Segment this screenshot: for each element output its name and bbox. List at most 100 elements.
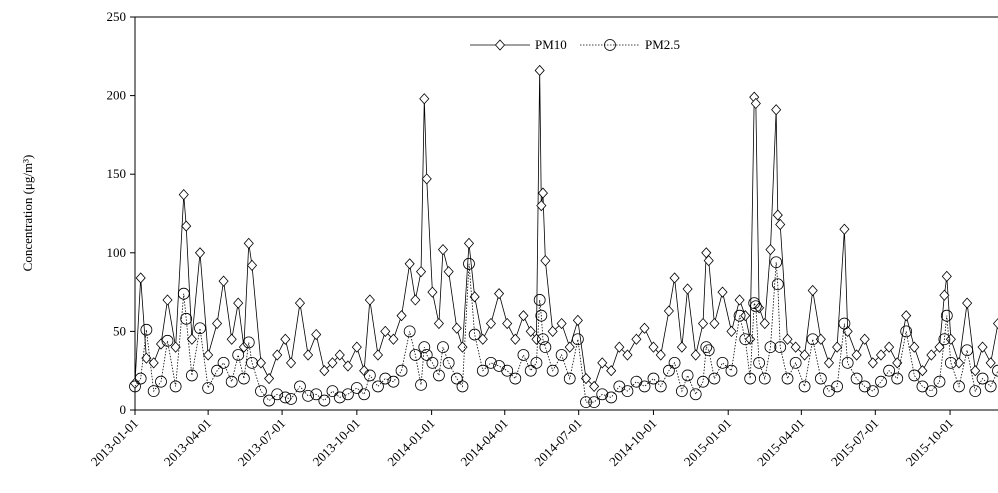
x-tick-label: 2015-10-01 <box>903 416 957 470</box>
data-point <box>263 394 275 407</box>
data-point <box>140 323 153 336</box>
series-line <box>134 262 998 403</box>
data-point <box>243 237 254 249</box>
data-point <box>372 380 384 393</box>
data-point <box>690 349 701 361</box>
data-point <box>415 378 427 391</box>
data-point <box>509 372 522 385</box>
x-tick-label: 2013-10-01 <box>309 416 363 470</box>
data-point <box>421 173 432 185</box>
data-point <box>537 187 548 199</box>
data-point <box>238 341 249 353</box>
data-point <box>564 341 575 353</box>
data-point <box>535 309 548 322</box>
x-tick-label: 2014-01-01 <box>384 416 438 470</box>
data-point <box>517 349 530 361</box>
data-point <box>380 325 391 337</box>
data-point <box>177 287 190 300</box>
data-point <box>326 385 339 398</box>
x-tick-label: 2015-07-01 <box>828 416 882 470</box>
data-point <box>823 357 835 369</box>
data-point <box>992 364 998 377</box>
data-point <box>639 322 650 334</box>
data-point <box>225 375 238 388</box>
data-point <box>962 297 973 309</box>
data-point <box>815 333 826 345</box>
data-point <box>194 247 206 259</box>
y-tick-label: 150 <box>107 166 127 181</box>
data-point <box>350 382 363 394</box>
data-point <box>494 288 505 300</box>
data-point <box>908 369 921 382</box>
data-point <box>790 341 801 353</box>
data-point <box>555 349 568 361</box>
data-point <box>351 341 362 353</box>
data-point <box>806 333 819 346</box>
data-point <box>502 317 513 330</box>
data-point <box>419 93 430 105</box>
data-point <box>953 380 965 393</box>
data-point <box>547 325 558 337</box>
data-point <box>901 310 912 322</box>
data-point <box>185 369 198 382</box>
data-point <box>302 389 314 402</box>
data-point <box>745 333 756 345</box>
data-point <box>771 278 784 291</box>
data-point <box>327 357 338 369</box>
data-point <box>212 317 223 330</box>
data-point <box>961 344 974 357</box>
data-point <box>531 333 542 345</box>
data-point <box>442 356 455 369</box>
data-point <box>875 375 887 388</box>
data-point <box>540 255 551 267</box>
data-point <box>202 382 215 394</box>
data-point <box>939 289 950 301</box>
legend-label: PM10 <box>535 37 567 52</box>
data-point <box>285 357 297 369</box>
data-point <box>161 334 174 347</box>
data-point <box>867 357 878 369</box>
data-point <box>733 309 746 322</box>
data-point <box>572 314 583 326</box>
data-point <box>676 341 687 353</box>
data-point <box>941 270 952 282</box>
data-point <box>734 294 745 306</box>
data-point <box>654 380 667 393</box>
data-point <box>485 356 497 369</box>
data-point <box>437 341 449 354</box>
data-point <box>533 294 546 306</box>
data-point <box>772 209 783 221</box>
data-point <box>985 357 996 369</box>
data-point <box>875 349 887 361</box>
data-point <box>841 356 854 369</box>
data-point <box>155 338 167 350</box>
data-point <box>536 200 547 212</box>
data-point <box>237 372 250 385</box>
legend-marker <box>604 39 616 51</box>
data-point <box>194 322 206 335</box>
data-point <box>771 104 782 116</box>
legend-label: PM2.5 <box>645 37 680 52</box>
data-point <box>162 294 173 306</box>
data-point <box>232 349 245 361</box>
data-point <box>387 375 400 388</box>
data-point <box>891 372 904 385</box>
x-tick-label: 2014-10-01 <box>606 416 660 470</box>
data-point <box>403 325 416 338</box>
data-point <box>900 325 913 338</box>
data-point <box>342 388 354 401</box>
x-tick-label: 2013-04-01 <box>161 416 215 470</box>
data-point <box>334 349 345 361</box>
data-point <box>682 283 693 295</box>
data-point <box>832 341 843 353</box>
data-point <box>395 364 408 377</box>
data-point <box>135 272 146 284</box>
data-point <box>580 396 592 409</box>
data-point <box>437 244 449 256</box>
data-point <box>534 64 545 77</box>
y-tick-label: 0 <box>120 402 127 417</box>
data-point <box>940 309 953 322</box>
data-point <box>662 364 675 377</box>
data-point <box>433 369 445 382</box>
data-point <box>141 352 152 364</box>
